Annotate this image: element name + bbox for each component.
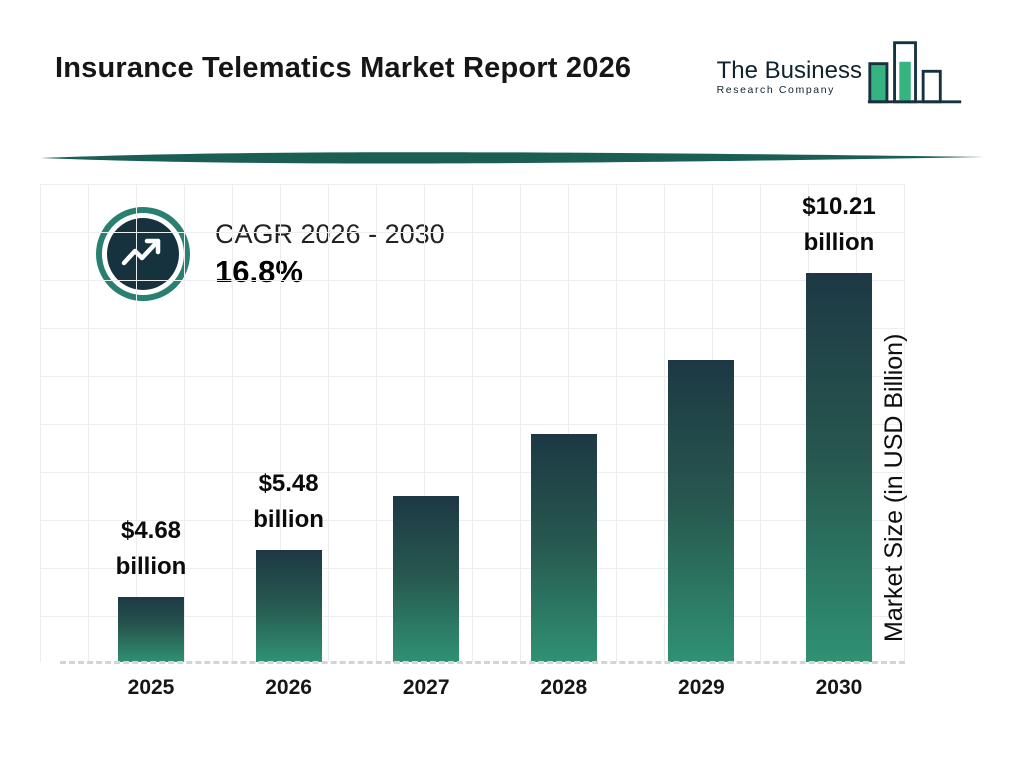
- divider-line: [40, 152, 985, 164]
- bar-value-label-2026: $5.48 billion: [253, 470, 324, 533]
- bar-2026: [255, 550, 322, 662]
- x-tick-2026: 2026: [265, 676, 312, 699]
- y-axis-label: Market Size (in USD Billion): [880, 333, 908, 642]
- bar-column-2030: $10.21 billion 2030: [783, 180, 895, 699]
- logo-subname: Research Company: [716, 83, 835, 96]
- bar-column-2027: 2027: [370, 180, 482, 699]
- chart-gridlines: [40, 184, 905, 662]
- bar-2029: [668, 360, 735, 662]
- bar-value-label-2025: $4.68 billion: [115, 517, 187, 580]
- bar-2025: [118, 597, 184, 662]
- logo-name: The Business: [716, 57, 862, 85]
- plot-area: $4.68 billion 2025 $5.48 billion 2026 2027 2028…: [95, 180, 895, 699]
- company-logo: The Business Research Company: [717, 38, 966, 116]
- bar-2028: [530, 434, 597, 662]
- logo-text: The Business Research Company: [717, 58, 862, 95]
- x-tick-2025: 2025: [127, 676, 175, 699]
- bar-column-2028: 2028: [508, 180, 620, 699]
- x-tick-2027: 2027: [402, 676, 450, 699]
- bar-column-2026: $5.48 billion 2026: [233, 180, 345, 699]
- bar-column-2029: 2029: [645, 180, 757, 699]
- bar-2027: [393, 496, 460, 662]
- x-tick-2029: 2029: [678, 676, 725, 699]
- x-tick-2030: 2030: [815, 676, 863, 699]
- bar-2030: [805, 273, 872, 662]
- page-title: Insurance Telematics Market Report 2026: [55, 52, 632, 84]
- x-axis-baseline: [60, 661, 905, 664]
- bar-column-2025: $4.68 billion 2025: [95, 180, 207, 699]
- x-tick-2028: 2028: [540, 676, 588, 699]
- bar-chart-logo-icon: [867, 41, 962, 104]
- bar-value-label-2030: $10.21 billion: [802, 193, 876, 256]
